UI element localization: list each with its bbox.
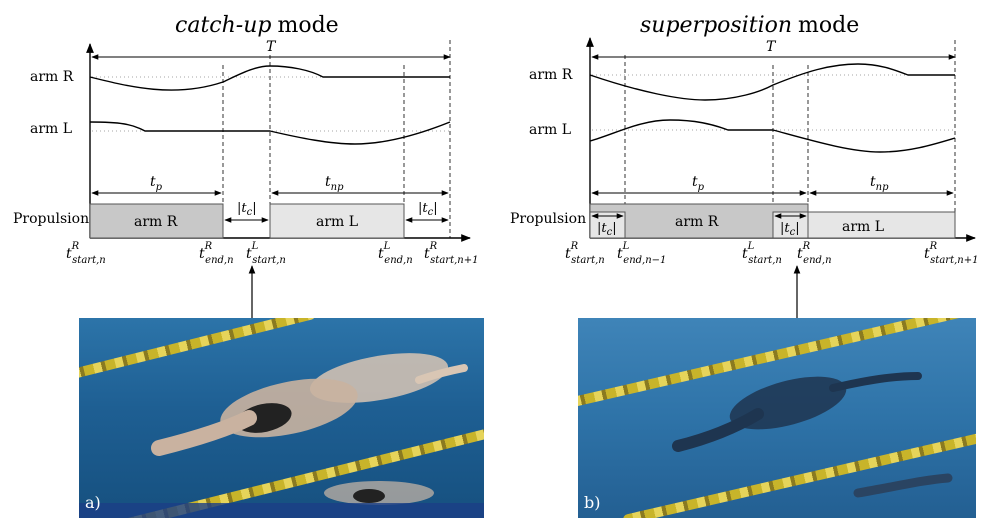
bar-arm-r-b bbox=[589, 203, 809, 239]
arm-r-label-a: arm R bbox=[30, 69, 74, 85]
axis-labels-b: tR start,n tL end,n−1 tL start,n tR end,n tR… bbox=[565, 241, 978, 266]
bar-arm-r-label-a: arm R bbox=[134, 214, 178, 230]
axis-label-a4: tR start,n+1 bbox=[424, 241, 478, 266]
swimmer-photo-b: b) bbox=[578, 318, 976, 518]
arm-r-label-b: arm R bbox=[529, 67, 573, 83]
axis-label-b0: tR start,n bbox=[565, 241, 605, 266]
period-label-b: T bbox=[766, 39, 777, 55]
axis-label-b3: tR end,n bbox=[797, 241, 832, 266]
swimmer-photo-a: a) bbox=[79, 318, 484, 518]
axis-label-a1: tR end,n bbox=[199, 241, 234, 266]
axis-label-a3: tL end,n bbox=[378, 241, 413, 266]
period-label-a: T bbox=[266, 39, 277, 55]
axis-label-a2: tL start,n bbox=[246, 241, 286, 266]
swimmer-silhouette bbox=[79, 353, 484, 518]
title-b: superposition mode bbox=[640, 13, 859, 38]
arm-l-label-b: arm L bbox=[529, 122, 571, 138]
guide-lines-a bbox=[222, 40, 451, 238]
photo-label-b: b) bbox=[584, 493, 601, 512]
bar-arm-l-label-a: arm L bbox=[316, 214, 358, 230]
arm-r-curve-a bbox=[89, 65, 450, 91]
tc-label-b2: |tc| bbox=[780, 221, 800, 238]
tc-label-b1: |tc| bbox=[597, 221, 617, 238]
axis-label-b4: tR start,n+1 bbox=[924, 241, 978, 266]
axis-label-b1: tL end,n−1 bbox=[617, 241, 666, 266]
tc-label-a1: |tc| bbox=[237, 201, 257, 218]
bar-arm-l-label-b: arm L bbox=[842, 219, 884, 235]
axis-labels-a: tR start,n tR end,n tL start,n tL end,n tR st… bbox=[66, 241, 478, 266]
arm-l-label-a: arm L bbox=[30, 121, 72, 137]
axis-label-b2: tL start,n bbox=[742, 241, 782, 266]
tnp-label-b: tnp bbox=[870, 174, 889, 193]
propulsion-label-b: Propulsion bbox=[510, 211, 586, 227]
panel-b: superposition mode T arm R arm L tp tnp P… bbox=[510, 13, 978, 318]
bar-arm-r-label-b: arm R bbox=[675, 214, 719, 230]
panel-a: catch-up mode T arm R arm L tp tnp | bbox=[13, 13, 478, 318]
title-a: catch-up mode bbox=[175, 13, 339, 38]
tnp-label-a: tnp bbox=[325, 174, 344, 193]
propulsion-label-a: Propulsion bbox=[13, 211, 89, 227]
swimmer-silhouette bbox=[672, 372, 953, 498]
tp-label-b: tp bbox=[692, 174, 705, 193]
bar-arm-l-a bbox=[269, 203, 405, 239]
tp-label-a: tp bbox=[150, 174, 163, 193]
arm-l-curve-a bbox=[89, 121, 451, 145]
axis-label-a0: tR start,n bbox=[66, 241, 106, 266]
photo-label-a: a) bbox=[85, 493, 101, 512]
tc-label-a2: |tc| bbox=[418, 201, 438, 218]
bar-arm-r-a bbox=[89, 203, 224, 239]
arm-l-curve-b bbox=[589, 119, 956, 153]
arm-r-curve-b bbox=[589, 63, 955, 101]
bar-arm-l-b bbox=[807, 211, 956, 239]
